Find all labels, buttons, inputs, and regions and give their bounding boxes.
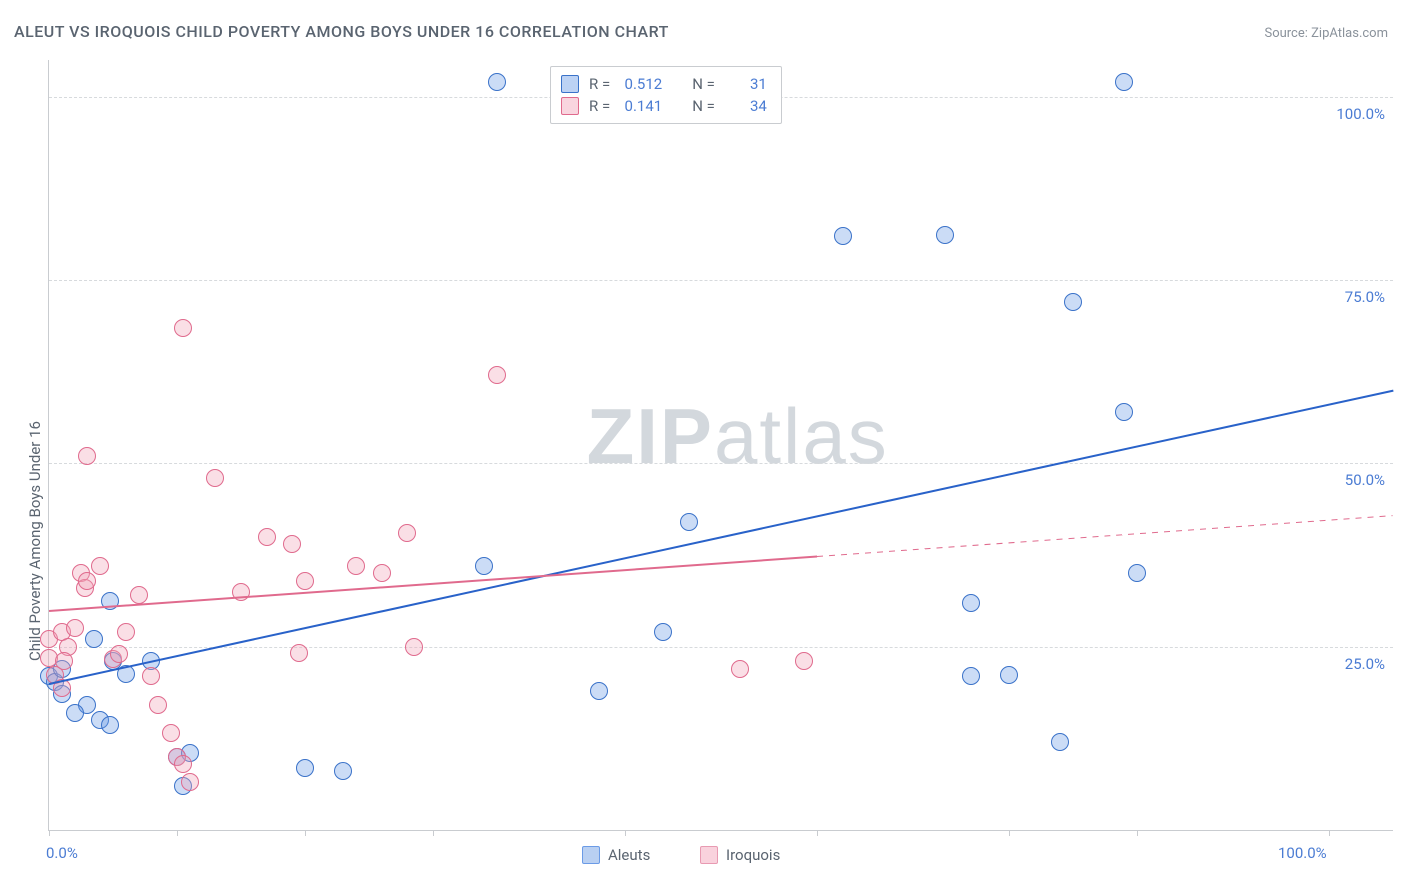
x-tick [305,830,306,836]
data-point [78,447,96,465]
series-legend-item: Aleuts [582,846,650,864]
data-point [1064,293,1082,311]
data-point [66,704,84,722]
data-point [334,762,352,780]
trend-line [49,390,1393,685]
n-label: N = [692,95,715,117]
data-point [101,716,119,734]
data-point [347,557,365,575]
data-point [149,696,167,714]
data-point [142,667,160,685]
x-tick [49,830,50,836]
y-tick-label: 25.0% [1345,655,1385,673]
data-point [654,623,672,641]
r-label: R = [589,73,610,95]
y-tick-label: 50.0% [1345,471,1385,489]
data-point [91,557,109,575]
data-point [962,667,980,685]
data-point [290,644,308,662]
y-axis-label: Child Poverty Among Boys Under 16 [26,421,44,661]
x-tick [1137,830,1138,836]
x-tick [817,830,818,836]
gridline [49,280,1393,281]
r-label: R = [589,95,610,117]
legend-stat-row: R = 0.512 N = 31 [561,73,767,95]
x-tick [177,830,178,836]
y-tick-label: 100.0% [1336,105,1385,123]
data-point [405,638,423,656]
series-legend-item: Iroquois [700,846,780,864]
data-point [936,226,954,244]
data-point [1115,73,1133,91]
data-point [296,572,314,590]
r-value: 0.141 [620,95,662,117]
data-point [296,759,314,777]
data-point [78,572,96,590]
source-prefix: Source: [1264,26,1311,41]
x-tick-label: 0.0% [46,844,78,862]
data-point [85,630,103,648]
data-point [174,319,192,337]
data-point [283,535,301,553]
data-point [162,724,180,742]
legend-swatch [561,75,579,93]
trend-line [817,515,1393,557]
data-point [1128,564,1146,582]
data-point [1000,666,1018,684]
data-point [110,645,128,663]
data-point [731,660,749,678]
y-tick-label: 75.0% [1345,288,1385,306]
gridline [49,647,1393,648]
data-point [174,755,192,773]
data-point [181,773,199,791]
correlation-legend: R = 0.512 N = 31 R = 0.141 N = 34 [550,66,782,124]
source-link[interactable]: ZipAtlas.com [1311,26,1388,41]
trend-line [49,556,817,612]
n-value: 34 [725,95,767,117]
data-point [488,73,506,91]
x-tick [625,830,626,836]
legend-stat-row: R = 0.141 N = 34 [561,95,767,117]
data-point [795,652,813,670]
watermark-rest: atlas [714,392,889,480]
watermark-bold: ZIP [587,392,714,480]
data-point [680,513,698,531]
source-attribution: Source: ZipAtlas.com [1264,26,1388,41]
data-point [1115,403,1133,421]
gridline [49,463,1393,464]
legend-swatch [582,846,600,864]
r-value: 0.512 [620,73,662,95]
x-tick [1329,830,1330,836]
data-point [258,528,276,546]
data-point [1051,733,1069,751]
data-point [373,564,391,582]
n-value: 31 [725,73,767,95]
chart-title: ALEUT VS IROQUOIS CHILD POVERTY AMONG BO… [14,22,669,41]
n-label: N = [692,73,715,95]
legend-swatch [700,846,718,864]
data-point [962,594,980,612]
data-point [117,623,135,641]
x-tick [433,830,434,836]
legend-label: Aleuts [608,846,650,864]
data-point [130,586,148,604]
data-point [398,524,416,542]
data-point [590,682,608,700]
legend-label: Iroquois [726,846,780,864]
data-point [834,227,852,245]
legend-swatch [561,97,579,115]
data-point [66,619,84,637]
data-point [206,469,224,487]
scatter-plot: ZIPatlas 25.0% 50.0% 75.0% 100.0% [48,60,1393,831]
watermark: ZIPatlas [587,391,889,482]
x-tick-label: 100.0% [1278,844,1327,862]
data-point [475,557,493,575]
data-point [488,366,506,384]
x-tick [1009,830,1010,836]
data-point [55,652,73,670]
